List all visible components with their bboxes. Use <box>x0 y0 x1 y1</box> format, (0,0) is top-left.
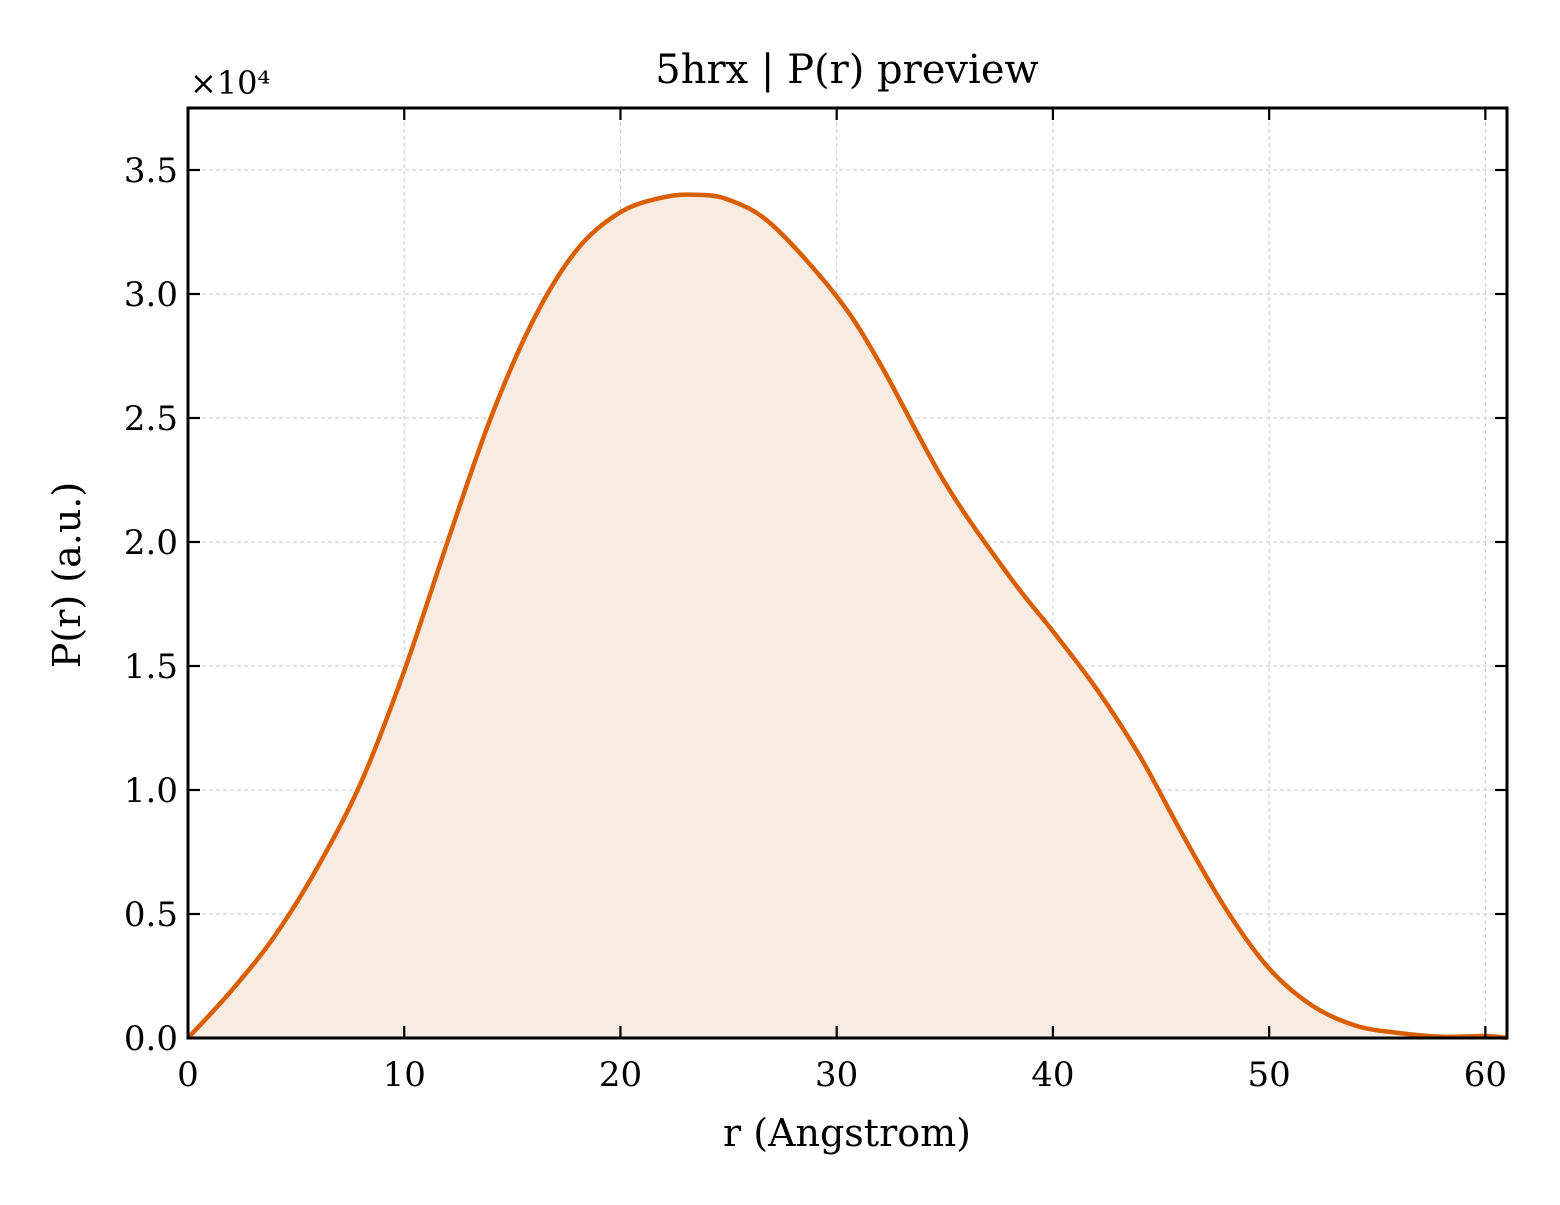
y-tick-label: 1.0 <box>124 771 178 811</box>
y-tick-label: 3.0 <box>124 275 178 315</box>
chart-title: 5hrx | P(r) preview <box>655 47 1038 93</box>
grid-lines <box>188 108 1507 1038</box>
y-tick-label: 2.5 <box>124 399 178 439</box>
plot-frame <box>186 106 1509 1040</box>
x-tick-label: 0 <box>177 1055 199 1095</box>
y-tick-label: 1.5 <box>124 647 178 687</box>
y-tick-label: 0.5 <box>124 895 178 935</box>
axis-ticks <box>186 108 1507 1040</box>
axis-tick-labels: 0 10 20 30 40 50 60 0.0 0.5 1.0 1.5 2.0 2.5 3.0 3.5 <box>124 151 1507 1095</box>
x-tick-label: 10 <box>383 1055 426 1095</box>
x-tick-label: 60 <box>1464 1055 1507 1095</box>
p-of-r-series-line <box>186 192 1508 1041</box>
x-tick-label: 40 <box>1031 1055 1074 1095</box>
y-tick-label: 0.0 <box>124 1019 178 1059</box>
y-tick-label: 2.0 <box>124 523 178 563</box>
x-tick-label: 20 <box>599 1055 642 1095</box>
x-tick-label: 50 <box>1248 1055 1291 1095</box>
y-tick-label: 3.5 <box>124 151 178 191</box>
x-tick-label: 30 <box>815 1055 858 1095</box>
y-axis-offset-label: ×10⁴ <box>190 64 270 102</box>
x-axis-label: r (Angstrom) <box>723 1111 971 1155</box>
y-axis-label: P(r) (a.u.) <box>45 482 89 668</box>
